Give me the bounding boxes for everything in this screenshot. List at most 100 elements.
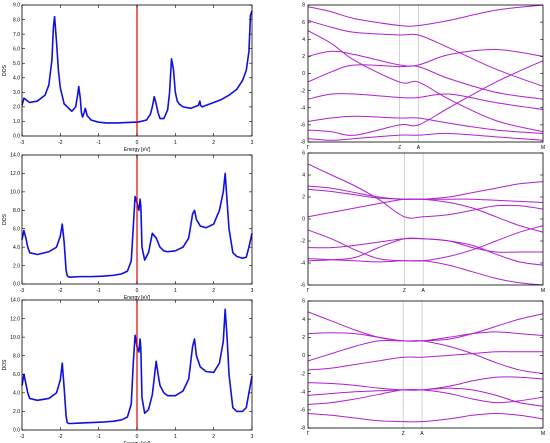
kpoint-label: Z bbox=[403, 288, 406, 294]
y-tick-label: -2 bbox=[301, 88, 306, 94]
band-curve bbox=[308, 5, 543, 27]
y-tick-label: 0 bbox=[302, 353, 305, 359]
y-tick-label: 8.0 bbox=[13, 17, 20, 23]
y-tick-label: 10.0 bbox=[10, 190, 20, 196]
x-axis-label: Energy [eV] bbox=[124, 295, 151, 301]
y-tick-label: -8 bbox=[301, 140, 306, 146]
band-curve bbox=[308, 93, 543, 110]
x-tick-label: -3 bbox=[20, 140, 25, 146]
y-tick-label: 2 bbox=[302, 335, 305, 341]
y-tick-label: 12.0 bbox=[10, 316, 20, 322]
y-tick-label: -4 bbox=[301, 261, 306, 267]
y-tick-label: 6 bbox=[302, 151, 305, 157]
y-tick-label: 8.0 bbox=[13, 208, 20, 214]
band-curve bbox=[308, 115, 543, 134]
dos-curve bbox=[21, 10, 253, 124]
y-tick-label: 14.0 bbox=[10, 298, 20, 304]
kpoint-label: A bbox=[417, 145, 421, 151]
x-tick-label: 3 bbox=[251, 434, 254, 440]
y-axis-label: DOS bbox=[2, 213, 8, 225]
y-tick-label: 2 bbox=[302, 54, 305, 60]
y-tick-label: 3.0 bbox=[13, 90, 20, 96]
x-tick-label: 0 bbox=[136, 434, 139, 440]
y-tick-label: 7.0 bbox=[13, 32, 20, 38]
kpoint-label: A bbox=[420, 431, 424, 437]
band-curve bbox=[308, 185, 543, 203]
x-tick-label: 3 bbox=[251, 288, 254, 294]
band-curve bbox=[308, 64, 543, 100]
y-tick-label: 8.0 bbox=[13, 353, 20, 359]
band-curve bbox=[308, 331, 543, 362]
kpoint-label: A bbox=[421, 288, 425, 294]
band-curve bbox=[308, 412, 543, 423]
band-curve bbox=[308, 181, 543, 218]
x-tick-label: -1 bbox=[96, 434, 101, 440]
y-tick-label: 2.0 bbox=[13, 105, 20, 111]
y-tick-label: 0.0 bbox=[13, 282, 20, 288]
x-tick-label: -3 bbox=[20, 288, 25, 294]
band-curve bbox=[308, 229, 543, 285]
y-tick-label: 0 bbox=[302, 71, 305, 77]
y-tick-label: -4 bbox=[301, 389, 306, 395]
kpoint-label: M bbox=[541, 431, 545, 437]
y-tick-label: -4 bbox=[301, 105, 306, 111]
y-tick-label: 0.0 bbox=[13, 428, 20, 434]
band-curve bbox=[308, 376, 543, 391]
x-tick-label: 1 bbox=[174, 140, 177, 146]
dos-curve bbox=[21, 172, 253, 278]
x-axis-label: Energy [eV] bbox=[124, 441, 151, 443]
band-curve bbox=[308, 351, 543, 371]
x-tick-label: -2 bbox=[58, 140, 63, 146]
dos-curve bbox=[21, 308, 253, 425]
x-tick-label: 1 bbox=[174, 434, 177, 440]
x-tick-label: 0 bbox=[136, 140, 139, 146]
band-curve bbox=[308, 49, 543, 67]
y-tick-label: 2.0 bbox=[13, 409, 20, 415]
band-curve bbox=[308, 163, 543, 219]
x-tick-label: -2 bbox=[58, 288, 63, 294]
x-tick-label: 2 bbox=[212, 288, 215, 294]
kpoint-label: M bbox=[541, 145, 545, 151]
y-tick-label: 12.0 bbox=[10, 171, 20, 177]
x-tick-label: 2 bbox=[212, 140, 215, 146]
y-tick-label: -2 bbox=[301, 371, 306, 377]
band-curve bbox=[308, 188, 543, 233]
band-curve bbox=[308, 19, 543, 87]
y-tick-label: -6 bbox=[301, 123, 306, 129]
y-tick-label: 2.0 bbox=[13, 263, 20, 269]
kpoint-label: Z bbox=[398, 145, 401, 151]
y-tick-label: 8 bbox=[302, 3, 305, 9]
y-tick-label: 0.0 bbox=[13, 134, 20, 140]
y-tick-label: 5.0 bbox=[13, 61, 20, 67]
y-tick-label: 6 bbox=[302, 299, 305, 305]
dos-panel-2: -3 -2 -1 0 1 2 3 0.0 2.0 4.0 6.0 8.0 10.0 12.0 14.0 Ene… bbox=[2, 153, 254, 301]
y-tick-label: 4.0 bbox=[13, 75, 20, 81]
y-tick-label: 14.0 bbox=[10, 153, 20, 159]
y-tick-label: 4.0 bbox=[13, 245, 20, 251]
y-tick-label: -8 bbox=[301, 426, 306, 432]
x-tick-label: 0 bbox=[136, 288, 139, 294]
y-tick-label: 4 bbox=[302, 317, 305, 323]
y-axis-label: DOS bbox=[2, 359, 8, 371]
band-curve bbox=[308, 387, 543, 407]
band-curve bbox=[308, 132, 543, 141]
y-tick-label: 6.0 bbox=[13, 372, 20, 378]
kpoint-label: Γ bbox=[307, 431, 310, 437]
x-tick-label: -1 bbox=[96, 140, 101, 146]
y-tick-label: 1.0 bbox=[13, 119, 20, 125]
y-axis-label: DOS bbox=[2, 64, 8, 76]
band-curve bbox=[308, 311, 543, 342]
x-tick-label: -1 bbox=[96, 288, 101, 294]
y-tick-label: 4 bbox=[302, 37, 305, 43]
band-curve bbox=[308, 30, 543, 133]
y-tick-label: 2 bbox=[302, 195, 305, 201]
dos-panel-3: -3 -2 -1 0 1 2 3 0.0 2.0 4.0 6.0 8.0 10.0 12.0 14.0 Ene… bbox=[2, 298, 254, 443]
x-tick-label: 1 bbox=[174, 288, 177, 294]
y-tick-label: -6 bbox=[301, 283, 306, 289]
dos-panel-1: -3 -2 -1 0 1 2 3 0.0 1.0 2.0 3.0 4.0 5.0 6.0 7.0 8.0 9.0… bbox=[2, 3, 254, 153]
y-tick-label: 9.0 bbox=[13, 3, 20, 9]
y-tick-label: 0 bbox=[302, 217, 305, 223]
y-tick-label: 10.0 bbox=[10, 335, 20, 341]
y-tick-label: -2 bbox=[301, 239, 306, 245]
band-curves bbox=[308, 311, 543, 423]
